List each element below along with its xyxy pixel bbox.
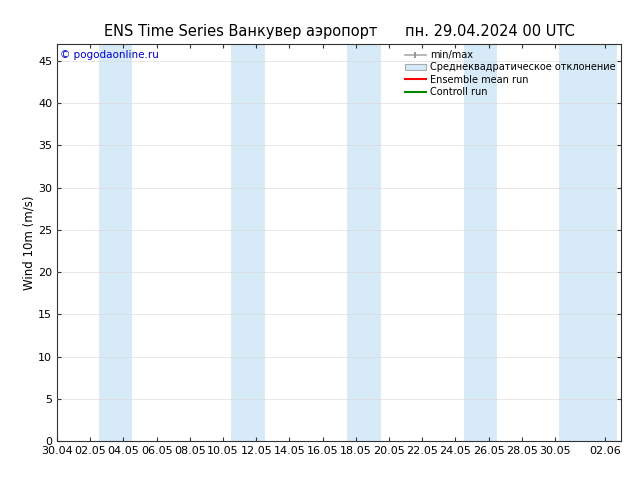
Y-axis label: Wind 10m (m/s): Wind 10m (m/s) — [22, 196, 36, 290]
Bar — [231, 44, 264, 441]
Bar — [463, 44, 497, 441]
Text: © pogodaonline.ru: © pogodaonline.ru — [60, 50, 158, 60]
Title: ENS Time Series Ванкувер аэропорт      пн. 29.04.2024 00 UTC: ENS Time Series Ванкувер аэропорт пн. 29… — [104, 24, 574, 39]
Bar — [98, 44, 132, 441]
Bar — [559, 44, 617, 441]
Legend: min/max, Среднеквадратическое отклонение, Ensemble mean run, Controll run: min/max, Среднеквадратическое отклонение… — [401, 46, 619, 101]
Bar — [347, 44, 380, 441]
